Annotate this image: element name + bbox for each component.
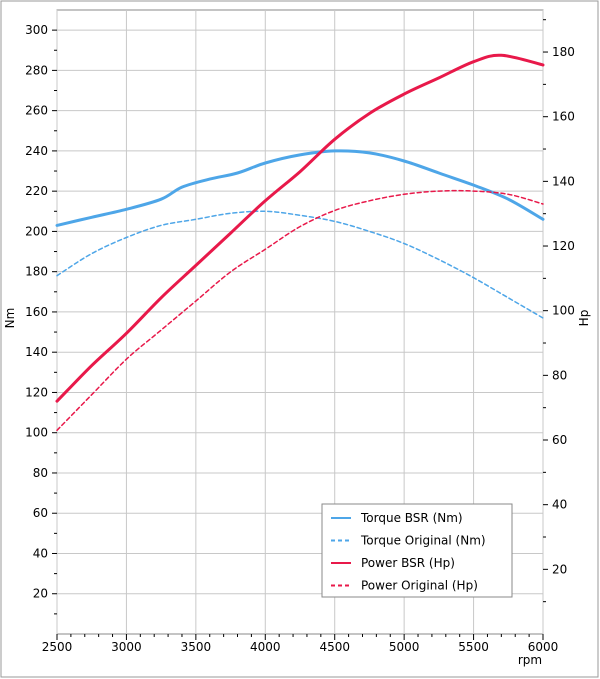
series-line-power-original-hp [56,189,544,432]
x-axis-title: rpm [518,653,542,667]
left-tick-label: 220 [25,184,48,198]
left-tick-label: 40 [33,546,48,560]
x-tick-label: 3000 [111,640,142,654]
right-axis-ticks: 20 40 60 80 100 120 140 160 180 [543,19,575,603]
legend-label: Torque Original (Nm) [360,534,486,548]
x-tick-label: 3500 [181,640,212,654]
left-tick-label: 200 [25,224,48,238]
legend-entries: Torque BSR (Nm) Torque Original (Nm) Power… [331,511,486,593]
left-axis-ticks: 20 40 60 80 100 120 140 160 180 200 220 240 260 280 30… [25,23,57,615]
right-tick-label: 60 [552,433,567,447]
x-tick-label: 5000 [389,640,420,654]
series-line-power-bsr-hp [55,53,545,403]
legend: Torque BSR (Nm) Torque Original (Nm) Power… [321,503,513,598]
x-tick-label: 6000 [528,640,559,654]
left-tick-label: 260 [25,104,48,118]
left-tick-label: 60 [33,506,48,520]
series-line-torque-bsr-nm [55,149,545,227]
right-tick-label: 120 [552,239,575,253]
legend-label: Power BSR (Hp) [361,556,455,570]
x-tick-label: 2500 [42,640,73,654]
left-tick-label: 280 [25,63,48,77]
series-line-torque-original-nm [56,210,544,319]
left-tick-label: 240 [25,144,48,158]
left-tick-label: 300 [25,23,48,37]
right-tick-label: 80 [552,368,567,382]
right-tick-label: 20 [552,562,567,576]
left-tick-label: 100 [25,426,48,440]
left-tick-label: 140 [25,345,48,359]
series-lines [55,53,545,432]
y-right-axis-title: Hp [577,310,591,327]
x-tick-label: 5500 [458,640,489,654]
x-axis-ticks: 2500 3000 3500 4000 4500 5000 5500 6000 [42,634,559,654]
x-tick-label: 4500 [319,640,350,654]
left-tick-label: 20 [33,587,48,601]
y-left-axis-title: Nm [3,308,17,329]
right-tick-label: 100 [552,304,575,318]
right-tick-label: 140 [552,174,575,188]
left-tick-label: 120 [25,385,48,399]
legend-label: Power Original (Hp) [361,579,478,593]
left-tick-label: 180 [25,265,48,279]
right-tick-label: 40 [552,498,567,512]
right-tick-label: 180 [552,45,575,59]
legend-label: Torque BSR (Nm) [360,511,463,525]
left-tick-label: 80 [33,466,48,480]
x-tick-label: 4000 [250,640,281,654]
right-tick-label: 160 [552,110,575,124]
legend-box [321,503,513,598]
left-tick-label: 160 [25,305,48,319]
